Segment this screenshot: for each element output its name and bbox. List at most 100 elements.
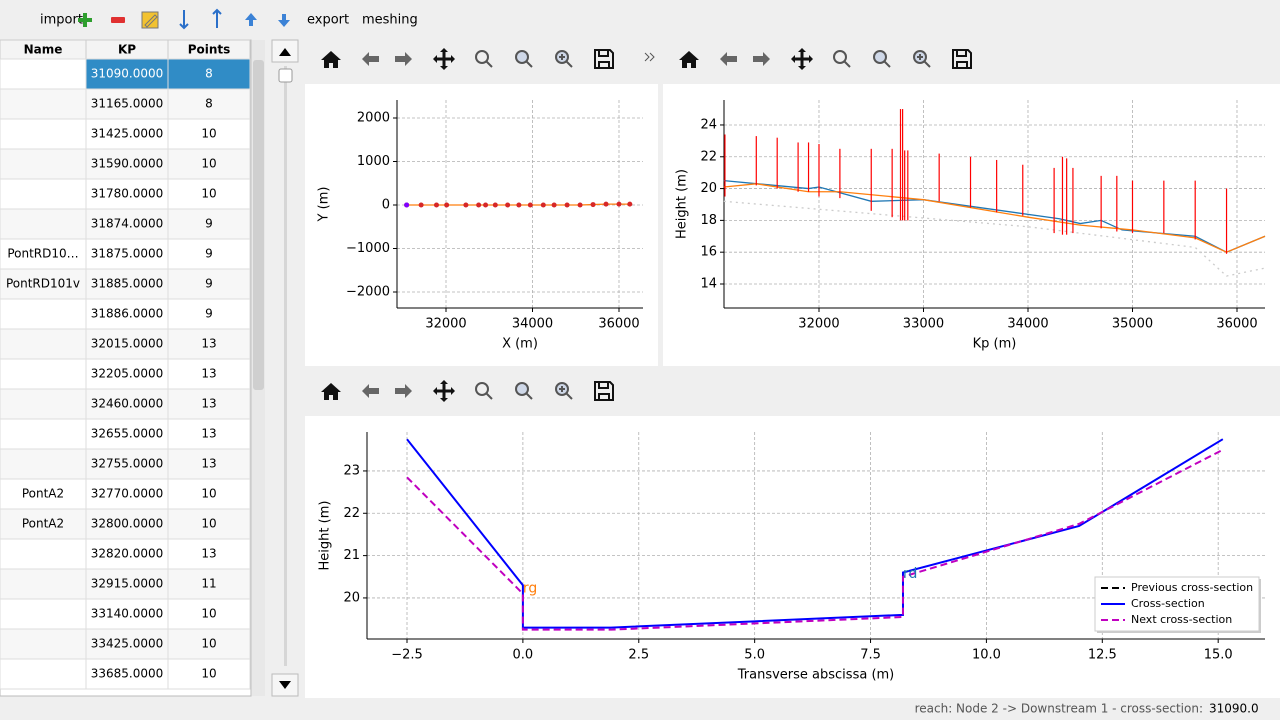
table-cell[interactable] bbox=[167, 238, 251, 270]
table-cell[interactable] bbox=[85, 178, 169, 210]
table-cell[interactable] bbox=[0, 178, 87, 210]
toolbar-icon[interactable] bbox=[433, 48, 455, 70]
x-tick-label: 34000 bbox=[512, 317, 553, 332]
toolbar-icon[interactable] bbox=[679, 51, 699, 68]
sort-icon[interactable] bbox=[179, 10, 189, 30]
table-cell[interactable] bbox=[167, 478, 251, 510]
table-cell[interactable] bbox=[167, 568, 251, 600]
table-cell[interactable] bbox=[85, 298, 169, 330]
cell-text: 33685.0000 bbox=[91, 667, 164, 681]
table-cell[interactable] bbox=[0, 508, 87, 540]
zoom-icon[interactable] bbox=[833, 50, 847, 64]
table-cell[interactable] bbox=[85, 328, 169, 360]
table-cell[interactable] bbox=[0, 658, 87, 690]
sort-icon[interactable] bbox=[212, 8, 222, 28]
table-cell[interactable] bbox=[85, 208, 169, 240]
cell-text: PontA2 bbox=[22, 517, 64, 531]
table-cell[interactable] bbox=[0, 298, 87, 330]
column-header[interactable]: KP bbox=[118, 43, 136, 57]
table-cell[interactable] bbox=[167, 298, 251, 330]
table-cell[interactable] bbox=[0, 58, 87, 90]
line-series bbox=[406, 448, 1224, 631]
table-cell[interactable] bbox=[85, 658, 169, 690]
up-icon[interactable] bbox=[245, 13, 257, 26]
table-cell[interactable] bbox=[85, 538, 169, 570]
toolbar-icon[interactable] bbox=[433, 380, 455, 402]
column-header[interactable]: Name bbox=[24, 43, 63, 57]
table-cell[interactable] bbox=[167, 58, 251, 90]
table-cell[interactable] bbox=[0, 628, 87, 660]
zoom-icon[interactable] bbox=[873, 50, 887, 64]
table-cell[interactable] bbox=[0, 358, 87, 390]
table-cell[interactable] bbox=[85, 448, 169, 480]
add-icon[interactable] bbox=[78, 13, 92, 27]
zoom-icon[interactable] bbox=[515, 50, 529, 64]
remove-icon[interactable] bbox=[111, 17, 125, 23]
table-cell[interactable] bbox=[0, 598, 87, 630]
point bbox=[516, 202, 522, 208]
table-cell[interactable] bbox=[167, 328, 251, 360]
table-cell[interactable] bbox=[0, 148, 87, 180]
toolbar-icon[interactable] bbox=[362, 52, 379, 66]
edit-icon[interactable] bbox=[141, 11, 159, 29]
scrollbar-handle[interactable] bbox=[253, 60, 264, 390]
toolbar-icon[interactable] bbox=[321, 51, 341, 68]
toolbar-icon[interactable] bbox=[321, 383, 341, 400]
down-icon[interactable] bbox=[278, 14, 290, 27]
table-cell[interactable] bbox=[0, 448, 87, 480]
table-cell[interactable] bbox=[167, 88, 251, 120]
toolbar-button[interactable]: meshing bbox=[362, 13, 418, 28]
x-tick-label: −2.5 bbox=[391, 648, 423, 663]
toolbar-icon[interactable] bbox=[395, 384, 412, 398]
toolbar-icon[interactable] bbox=[753, 52, 770, 66]
cell-text: 13 bbox=[201, 457, 216, 471]
toolbar-icon[interactable] bbox=[720, 52, 737, 66]
table-cell[interactable] bbox=[167, 118, 251, 150]
more-button[interactable] bbox=[644, 52, 655, 62]
table-cell[interactable] bbox=[167, 268, 251, 300]
cell-text: PontRD101v bbox=[6, 277, 80, 291]
table-cell[interactable] bbox=[0, 88, 87, 120]
table-cell[interactable] bbox=[167, 538, 251, 570]
table-cell[interactable] bbox=[0, 538, 87, 570]
table-cell[interactable] bbox=[167, 418, 251, 450]
zoom-icon[interactable] bbox=[475, 50, 489, 64]
toolbar-icon[interactable] bbox=[395, 52, 412, 66]
toolbar-icon[interactable] bbox=[791, 48, 813, 70]
zoom-handle bbox=[559, 54, 573, 68]
table-cell[interactable] bbox=[85, 358, 169, 390]
cell-text: 31874.0000 bbox=[91, 217, 164, 231]
toolbar-icon[interactable] bbox=[594, 381, 614, 401]
table-cell[interactable] bbox=[167, 208, 251, 240]
legend-label: Previous cross-section bbox=[1131, 581, 1253, 594]
table-cell[interactable] bbox=[0, 418, 87, 450]
zoom-icon[interactable] bbox=[475, 382, 489, 396]
table-cell[interactable] bbox=[85, 628, 169, 660]
table-cell[interactable] bbox=[85, 568, 169, 600]
table-cell[interactable] bbox=[0, 328, 87, 360]
y-tick-label: 22 bbox=[700, 149, 717, 164]
table-cell[interactable] bbox=[0, 388, 87, 420]
column-header[interactable]: Points bbox=[188, 43, 231, 57]
x-tick-label: 33000 bbox=[903, 317, 944, 332]
toolbar-button[interactable]: import bbox=[40, 13, 83, 28]
toolbar-button[interactable]: export bbox=[307, 13, 349, 28]
table-cell[interactable] bbox=[0, 208, 87, 240]
annotation: rd bbox=[903, 566, 917, 582]
plot-canvas bbox=[305, 84, 658, 366]
toolbar-icon[interactable] bbox=[362, 384, 379, 398]
zoom-icon[interactable] bbox=[515, 382, 529, 396]
y-tick-label: −2000 bbox=[346, 284, 390, 299]
toolbar-icon[interactable] bbox=[594, 49, 614, 69]
table-cell[interactable] bbox=[167, 658, 251, 690]
point bbox=[418, 202, 424, 208]
table-cell[interactable] bbox=[167, 148, 251, 180]
slider-handle[interactable] bbox=[278, 68, 293, 83]
point bbox=[476, 202, 482, 208]
table-cell[interactable] bbox=[167, 178, 251, 210]
table-cell[interactable] bbox=[0, 568, 87, 600]
table-cell[interactable] bbox=[167, 598, 251, 630]
table-cell[interactable] bbox=[85, 598, 169, 630]
toolbar-icon[interactable] bbox=[952, 49, 972, 69]
table-cell[interactable] bbox=[0, 118, 87, 150]
